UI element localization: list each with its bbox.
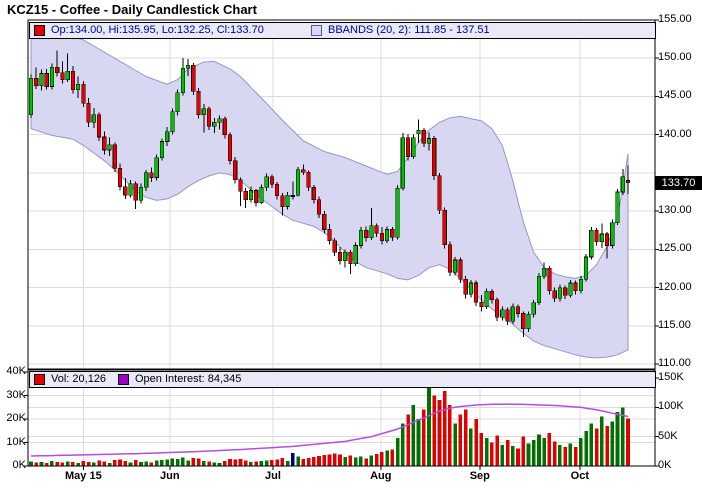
volume-right-tick-label: 0K bbox=[658, 459, 672, 471]
price-tick-label: 140.00 bbox=[658, 127, 692, 140]
bbands-legend-text: BBANDS (20, 2): 111.85 - 137.51 bbox=[328, 24, 490, 36]
price-tick-label: 110.00 bbox=[658, 357, 691, 369]
volume-left-tick-label: 10K bbox=[6, 435, 26, 448]
volume-left-tick-label: 20K bbox=[6, 412, 26, 424]
volume-legend-swatch-icon bbox=[34, 374, 45, 385]
volume-left-tick-label: 30K bbox=[6, 388, 26, 401]
month-tick-label: Aug bbox=[370, 470, 392, 482]
price-tick-label: 150.00 bbox=[658, 51, 692, 64]
panel-borders bbox=[24, 19, 659, 470]
volume-left-tick-label: 40K bbox=[6, 365, 26, 377]
ohlc-legend-text: Op:134.00, Hi:135.95, Lo:132.25, Cl:133.… bbox=[51, 24, 264, 36]
month-tick-label: May 15 bbox=[65, 470, 102, 482]
candles bbox=[28, 50, 631, 338]
volume-left-tick-label: 0K bbox=[12, 459, 26, 471]
volume-right-tick-label: 150K bbox=[658, 371, 684, 383]
price-tick-label: 120.00 bbox=[658, 280, 692, 293]
bbands-legend-swatch-icon bbox=[311, 25, 322, 36]
price-tick-label: 155.00 bbox=[658, 13, 692, 25]
month-tick-label: Sep bbox=[469, 470, 490, 482]
price-tick-label: 145.00 bbox=[658, 89, 692, 102]
volume-right-tick-label: 50K bbox=[658, 429, 678, 442]
volume-bars bbox=[29, 383, 630, 466]
main-legend-strip: Op:134.00, Hi:135.95, Lo:132.25, Cl:133.… bbox=[29, 22, 656, 39]
ohlc-legend-swatch-icon bbox=[34, 25, 45, 36]
chart-title: KCZ15 - Coffee - Daily Candlestick Chart bbox=[7, 2, 257, 17]
month-tick-label: Oct bbox=[570, 470, 589, 482]
open-interest-legend-swatch-icon bbox=[118, 374, 129, 385]
open-interest-legend-text: Open Interest: 84,345 bbox=[135, 373, 242, 385]
volume-legend-strip: Vol: 20,126 Open Interest: 84,345 bbox=[29, 371, 656, 388]
volume-right-tick-label: 100K bbox=[658, 400, 684, 413]
open-interest-line bbox=[30, 403, 629, 457]
month-tick-label: Jun bbox=[159, 470, 180, 482]
volume-legend-text: Vol: 20,126 bbox=[51, 373, 107, 385]
last-price-badge: 133.70 bbox=[655, 176, 702, 190]
bollinger-band-area bbox=[30, 32, 629, 359]
month-tick-label: Jul bbox=[264, 470, 281, 482]
price-tick-label: 125.00 bbox=[658, 242, 692, 255]
price-tick-label: 130.00 bbox=[658, 204, 692, 217]
price-tick-label: 115.00 bbox=[658, 318, 691, 331]
